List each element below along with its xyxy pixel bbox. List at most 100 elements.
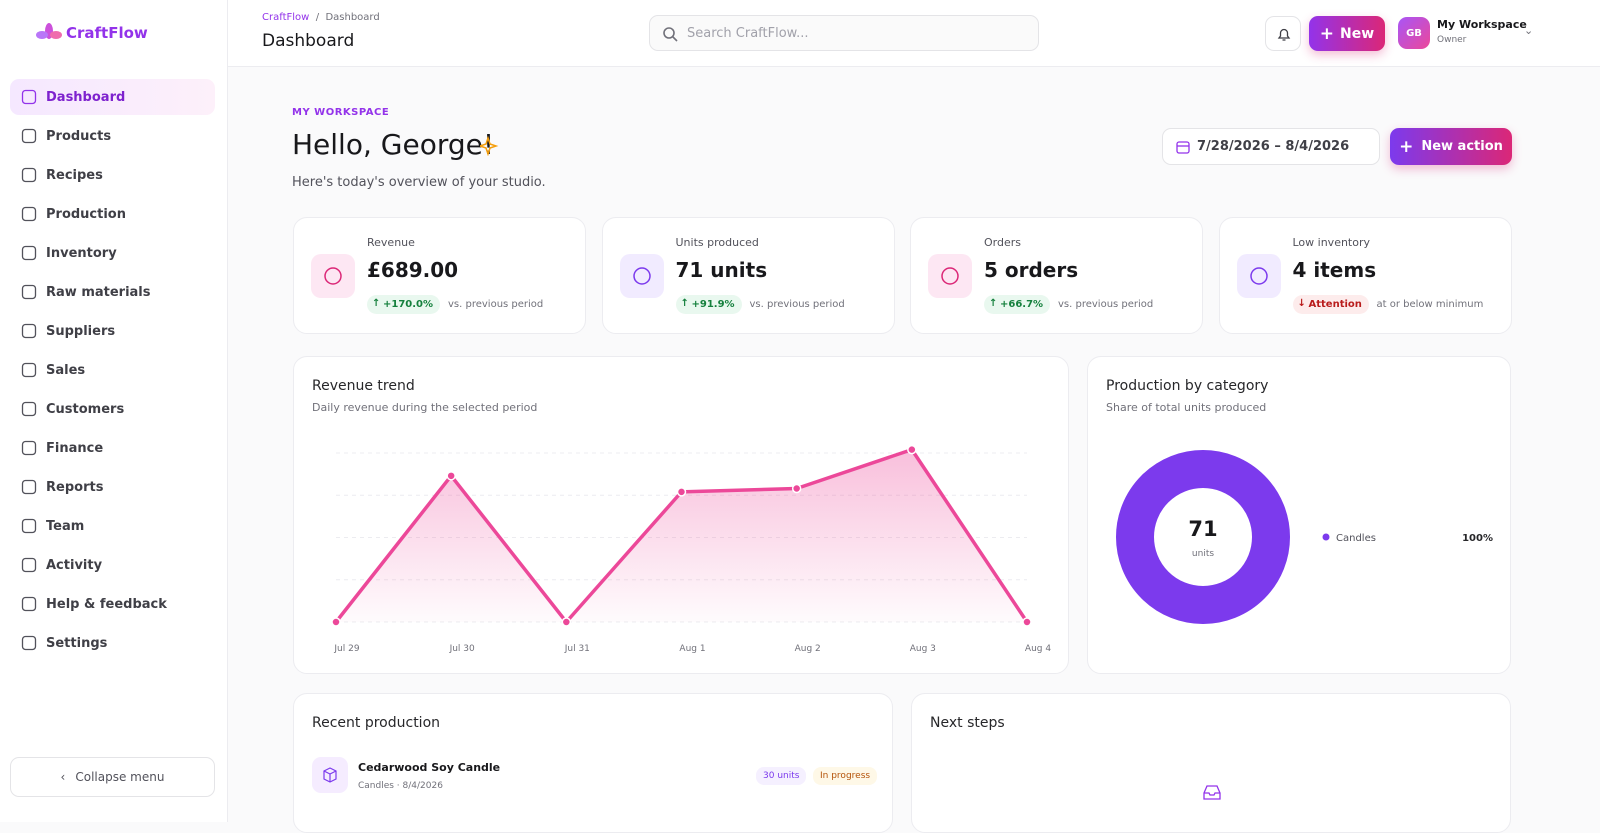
avatar[interactable]: GB bbox=[1398, 17, 1430, 49]
nav-label: Team bbox=[46, 518, 85, 534]
icon-shape bbox=[21, 323, 37, 339]
nav-item[interactable]: Activity bbox=[10, 547, 215, 583]
nav-label: Products bbox=[46, 128, 112, 144]
chevron-icon: ‹ bbox=[60, 770, 66, 784]
workspace-role: Owner bbox=[1437, 35, 1467, 45]
bell-icon bbox=[1277, 28, 1291, 41]
nav-item[interactable]: Sales bbox=[10, 352, 215, 388]
item-name[interactable]: Cedarwood Soy Candle bbox=[358, 761, 501, 774]
next-steps-card: Next steps bbox=[911, 693, 1511, 833]
stat-note: at or below minimum bbox=[1376, 299, 1484, 310]
card-subtitle: Share of total units produced bbox=[1106, 401, 1267, 414]
category-chart: Candles 100% 71 units bbox=[1116, 450, 1493, 624]
nav-label: Help & feedback bbox=[46, 596, 167, 612]
nav-item[interactable]: Suppliers bbox=[10, 313, 215, 349]
nav-label: Inventory bbox=[46, 245, 117, 261]
nav-icon bbox=[21, 596, 37, 612]
card-title: Next steps bbox=[930, 715, 1005, 731]
breadcrumb-current: Dashboard bbox=[325, 12, 380, 23]
new-action-button[interactable]: + New action bbox=[1390, 128, 1512, 165]
legend-label: Candles bbox=[1336, 533, 1376, 544]
icon-shape bbox=[21, 596, 37, 612]
stat-icon bbox=[619, 254, 664, 298]
stat-icon bbox=[311, 254, 355, 298]
nav-icon bbox=[21, 323, 37, 339]
donut-segment bbox=[1116, 450, 1290, 624]
icon-shape bbox=[21, 206, 37, 222]
arrow-icon: ↑ bbox=[680, 298, 689, 309]
new-button[interactable]: + New bbox=[1309, 16, 1385, 51]
x-tick-label: Jul 31 bbox=[564, 644, 590, 654]
breadcrumb-sep: / bbox=[312, 12, 323, 23]
stat-card: Units produced 71 units +91.9% ↑ vs. previou… bbox=[601, 217, 895, 334]
area-fill bbox=[336, 449, 1027, 622]
stat-change: Attention ↓ bbox=[1292, 295, 1369, 314]
card-title: Production by category bbox=[1106, 378, 1269, 394]
sparkle-icon bbox=[480, 136, 499, 156]
x-tick-label: Aug 3 bbox=[910, 644, 936, 654]
stat-value: 4 items bbox=[1292, 258, 1377, 282]
brand: CraftFlow bbox=[66, 24, 148, 42]
nav-item[interactable]: Raw materials bbox=[10, 274, 215, 310]
icon-shape bbox=[324, 267, 342, 285]
icon-shape bbox=[21, 635, 37, 651]
icon-shape bbox=[21, 89, 37, 105]
point bbox=[561, 617, 572, 627]
stat-label: Revenue bbox=[367, 236, 415, 249]
nav-item[interactable]: Production bbox=[10, 196, 215, 232]
x-tick-label: Aug 1 bbox=[679, 644, 705, 654]
arrow-icon: ↑ bbox=[372, 298, 381, 309]
nav-icon bbox=[21, 440, 37, 456]
nav-item[interactable]: Recipes bbox=[10, 157, 215, 193]
point bbox=[676, 487, 687, 497]
icon bbox=[1249, 267, 1268, 285]
stat-note: vs. previous period bbox=[448, 299, 544, 310]
workspace-chevron[interactable]: ⌄ bbox=[1524, 24, 1534, 37]
icon-shape bbox=[21, 128, 37, 144]
calendar-icon bbox=[1176, 141, 1190, 154]
nav-icon bbox=[21, 557, 37, 573]
stat-value: 5 orders bbox=[984, 258, 1079, 282]
nav-item[interactable]: Customers bbox=[10, 391, 215, 427]
x-tick-label: Jul 29 bbox=[333, 644, 359, 654]
stat-note: vs. previous period bbox=[1058, 299, 1154, 310]
stat-change: +66.7% ↑ bbox=[984, 295, 1051, 314]
nav-item[interactable]: Inventory bbox=[10, 235, 215, 271]
collapse-label: Collapse menu bbox=[75, 770, 165, 784]
nav-item[interactable]: Reports bbox=[10, 469, 215, 505]
point bbox=[446, 471, 456, 481]
greeting-subtitle: Here's today's overview of your studio. bbox=[292, 175, 546, 190]
icon-shape bbox=[21, 362, 37, 378]
nav-item[interactable]: Dashboard bbox=[10, 79, 215, 115]
item-icon bbox=[312, 757, 348, 793]
search-box[interactable]: Search CraftFlow... bbox=[649, 15, 1039, 51]
arrow-icon: ↓ bbox=[1297, 298, 1306, 309]
nav-label: Settings bbox=[46, 635, 108, 651]
point bbox=[791, 483, 802, 494]
nav-item[interactable]: Products bbox=[10, 118, 215, 154]
collapse-button[interactable]: ‹ Collapse menu bbox=[10, 757, 215, 797]
stat-value: £689.00 bbox=[367, 258, 459, 282]
nav-item[interactable]: Settings bbox=[10, 625, 215, 661]
nav-item[interactable]: Team bbox=[10, 508, 215, 544]
item-qty: 30 units bbox=[756, 767, 807, 785]
breadcrumb-link[interactable]: CraftFlow bbox=[262, 12, 310, 23]
icon-shape bbox=[941, 267, 959, 285]
nav-icon bbox=[21, 479, 37, 495]
stat-change: +170.0% ↑ bbox=[367, 295, 441, 314]
nav-label: Reports bbox=[46, 479, 104, 495]
logo bbox=[36, 23, 62, 39]
nav-item[interactable]: Help & feedback bbox=[10, 586, 215, 622]
nav-icon bbox=[21, 518, 37, 534]
breadcrumb: CraftFlow / Dashboard bbox=[262, 12, 380, 23]
date-range-picker[interactable]: 7/28/2026 – 8/4/2026 bbox=[1162, 128, 1380, 165]
stat-change: +91.9% ↑ bbox=[675, 295, 742, 314]
stat-icon bbox=[928, 254, 972, 298]
notifications-button[interactable] bbox=[1265, 16, 1301, 51]
nav-label: Dashboard bbox=[46, 89, 126, 105]
revenue-card: Revenue trend Daily revenue during the s… bbox=[293, 356, 1069, 674]
stat-note: vs. previous period bbox=[749, 299, 845, 310]
icon-shape bbox=[21, 284, 37, 300]
nav-item[interactable]: Finance bbox=[10, 430, 215, 466]
